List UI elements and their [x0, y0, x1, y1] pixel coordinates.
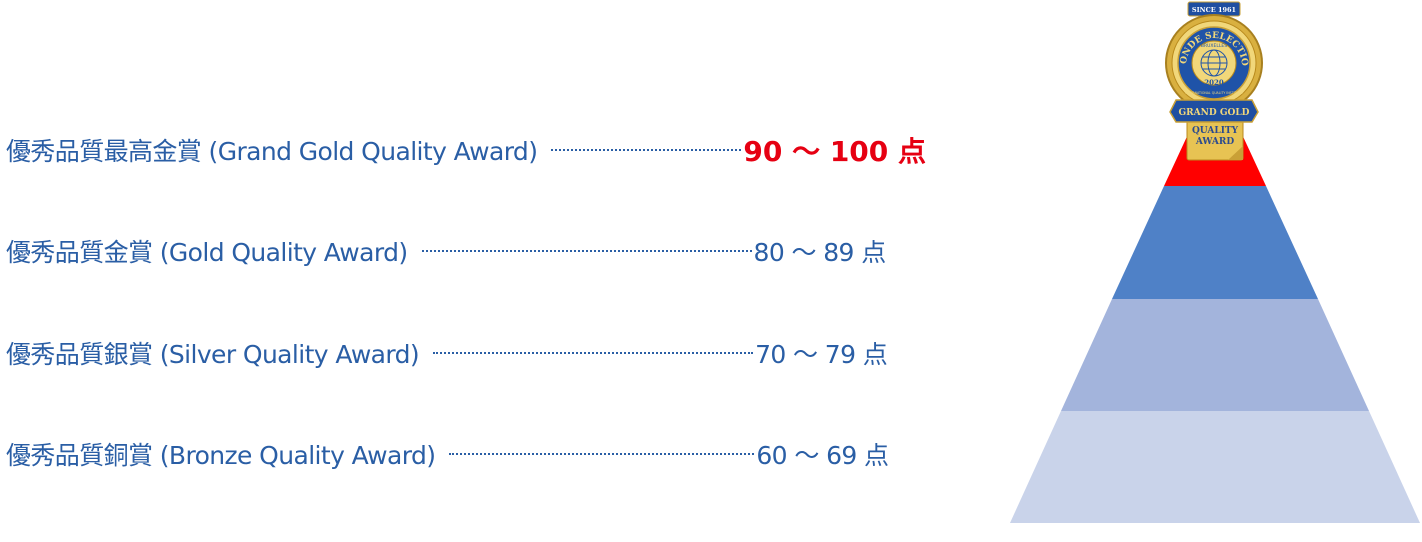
dotted-leader [421, 250, 752, 252]
award-score: 70 ～ 79 点 [755, 340, 888, 369]
award-label: 優秀品質金賞 (Gold Quality Award) [6, 238, 408, 267]
award-row-grand-gold: 優秀品質最高金賞 (Grand Gold Quality Award) 90 ～… [6, 130, 926, 170]
medal-tag-line1: QUALITY [1192, 126, 1239, 136]
award-row-silver: 優秀品質銀賞 (Silver Quality Award) 70 ～ 79 点 [6, 333, 888, 373]
dotted-leader [433, 352, 754, 354]
medal-ribbon: GRAND GOLD [1179, 108, 1250, 118]
pyramid-tier-silver [1061, 299, 1369, 411]
award-label: 優秀品質銅賞 (Bronze Quality Award) [6, 441, 436, 470]
award-row-bronze: 優秀品質銅賞 (Bronze Quality Award) 60 ～ 69 点 [6, 434, 889, 474]
award-score: 80 ～ 89 点 [753, 238, 887, 267]
pyramid-tier-gold [1112, 186, 1318, 299]
dotted-leader [449, 453, 755, 455]
dotted-leader [551, 149, 742, 151]
award-label: 優秀品質最高金賞 (Grand Gold Quality Award) [6, 137, 538, 166]
pyramid-tier-bronze [1010, 411, 1420, 523]
medal-year: 2020 [1204, 78, 1224, 87]
medal-city: BRUXELLES [1201, 43, 1227, 49]
medal-sub: INTERNATIONAL QUALITY INSTITUTE [1185, 91, 1243, 95]
award-score: 90 ～ 100 点 [743, 135, 927, 168]
globe-icon [1200, 49, 1228, 77]
award-row-gold: 優秀品質金賞 (Gold Quality Award) 80 ～ 89 点 [6, 231, 886, 271]
medal-name: MONDE SELECTION [0, 0, 1249, 67]
medal-tag-line2: AWARD [1195, 137, 1235, 147]
monde-selection-medal: QUALITY AWARD SINCE 1961 MONDE SELECTION… [0, 0, 1263, 161]
award-label: 優秀品質銀賞 (Silver Quality Award) [6, 340, 420, 369]
award-score: 60 ～ 69 点 [756, 441, 889, 470]
medal-since: SINCE 1961 [1192, 6, 1236, 14]
